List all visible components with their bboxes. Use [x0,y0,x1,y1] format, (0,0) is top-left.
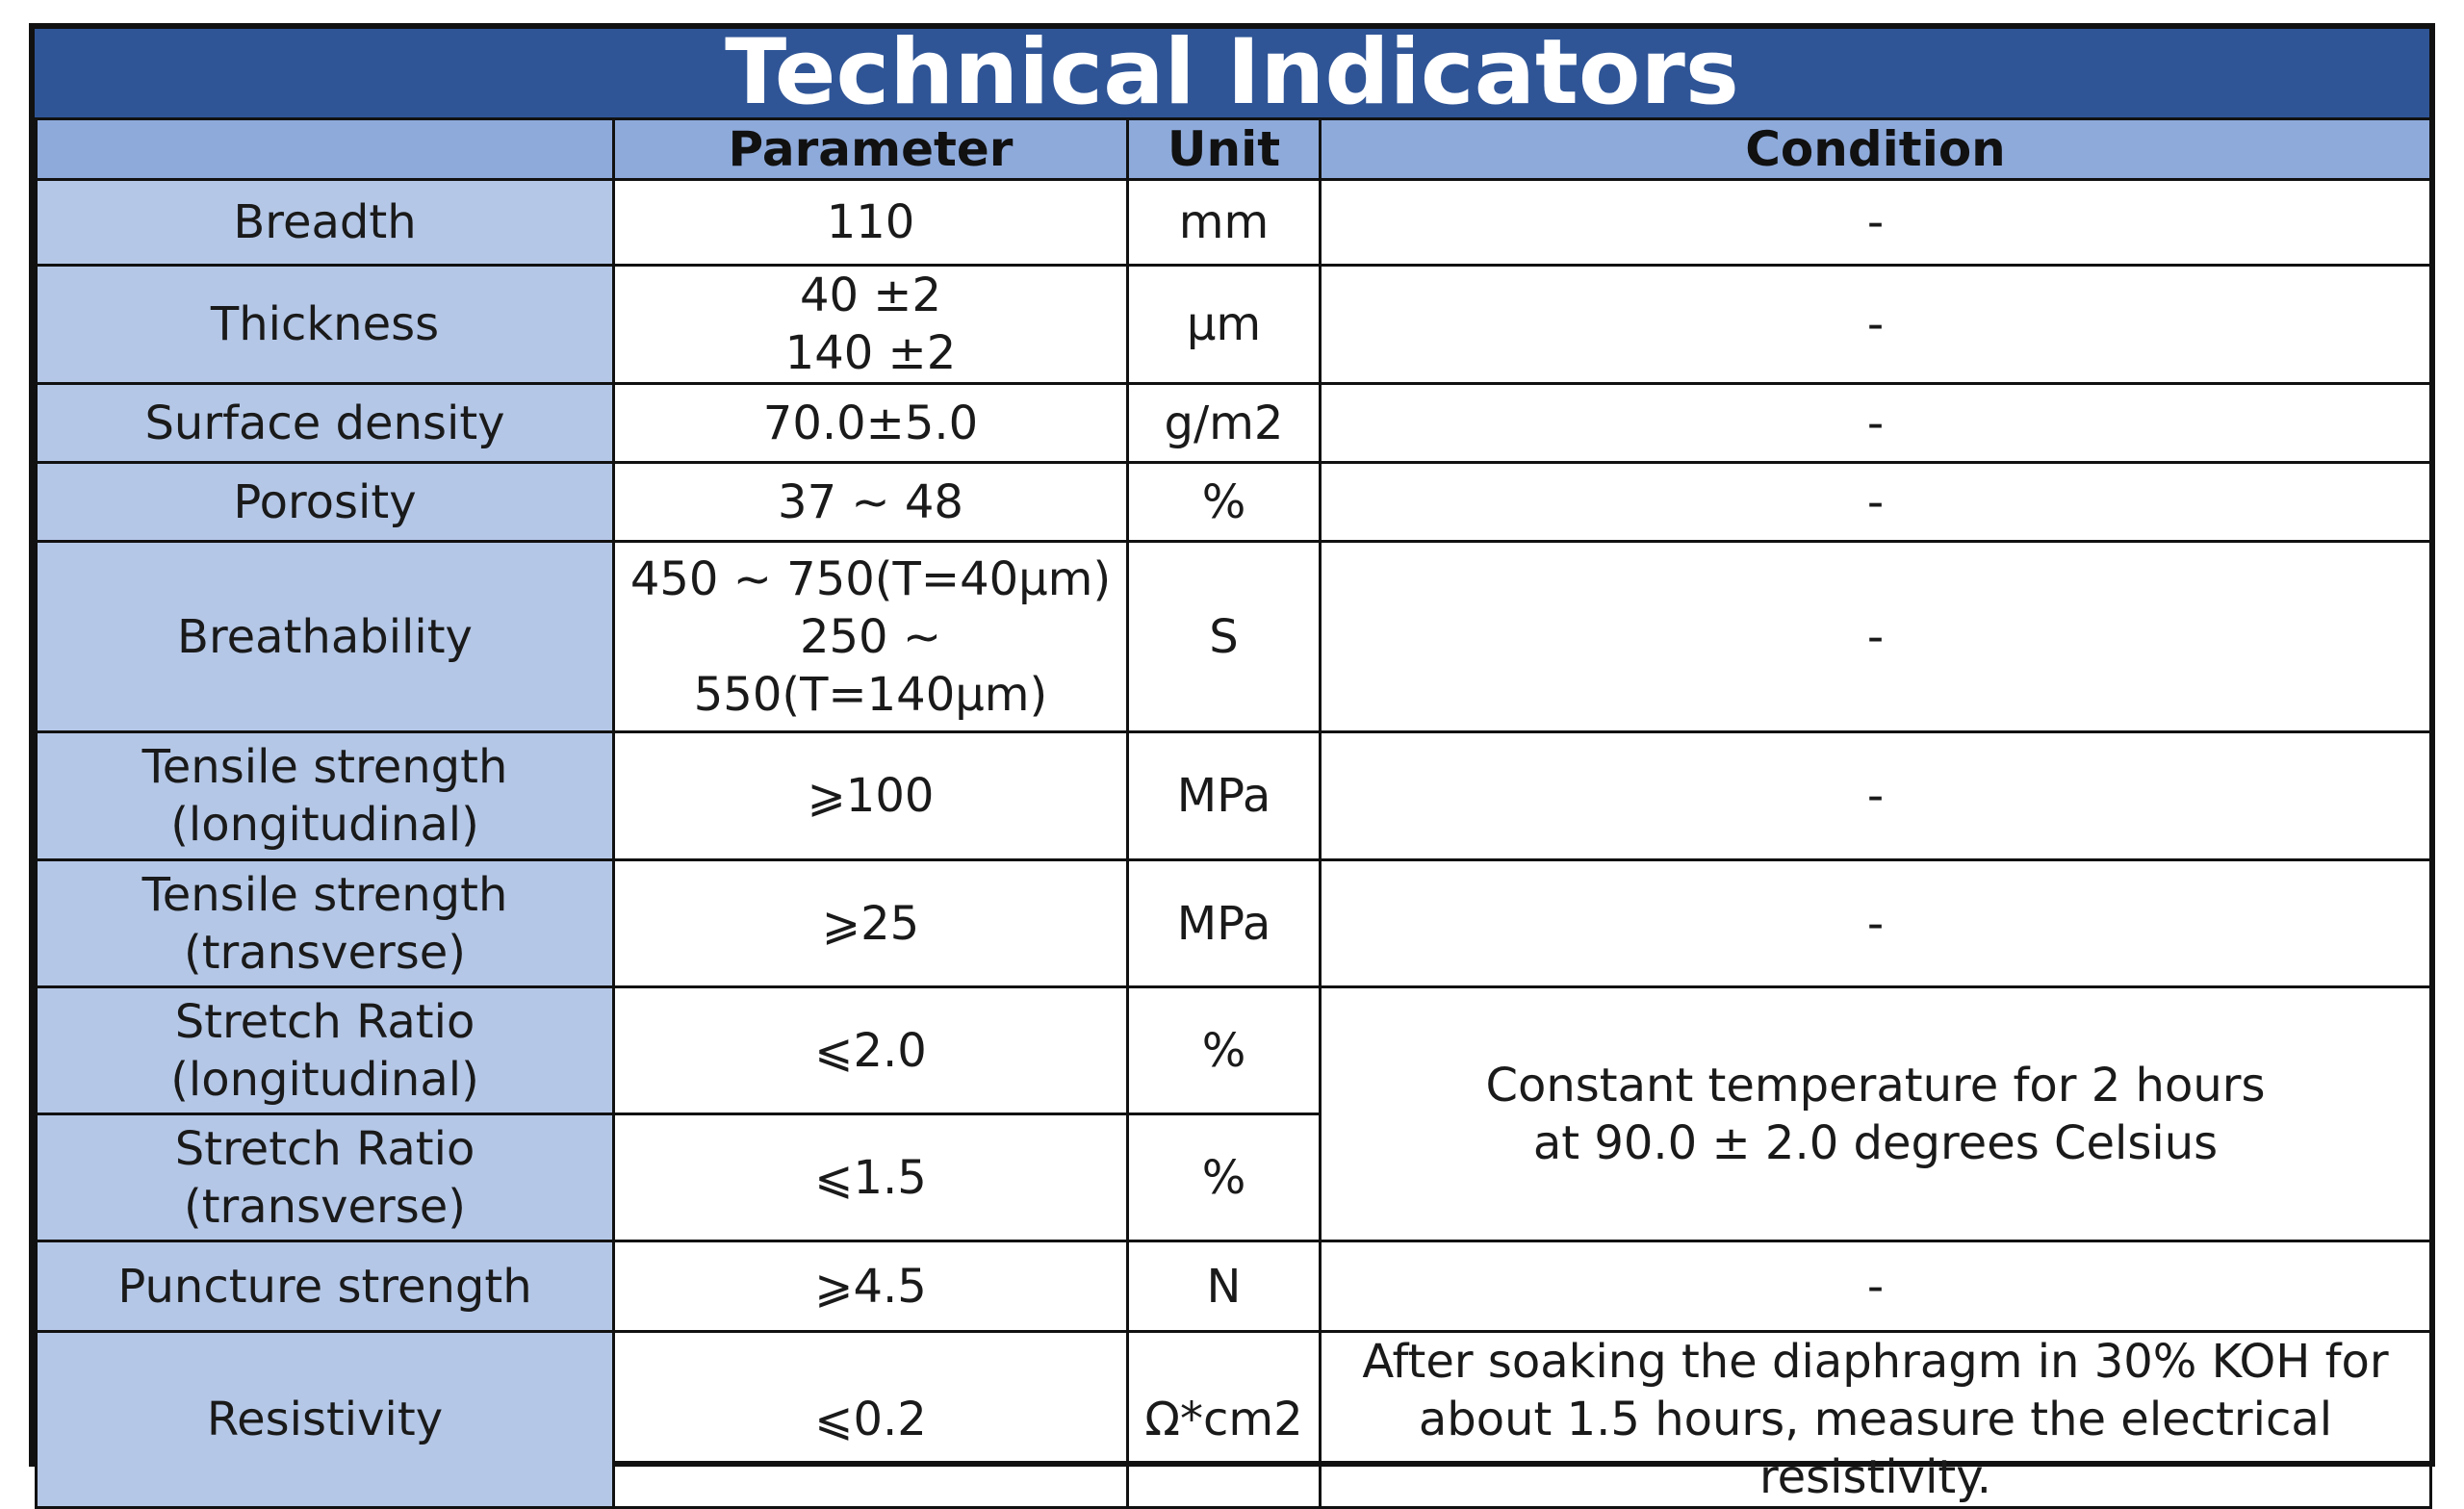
unit-cell: g/m2 [1126,382,1322,464]
row-label: Porosity [35,461,615,543]
row-label: Thickness [35,264,615,385]
header-unit: Unit [1126,117,1322,181]
unit-cell: μm [1126,264,1322,385]
condition-cell-merged: Constant temperature for 2 hours at 90.0… [1319,985,2432,1242]
table-row: Puncture strength ⩾4.5 N - [35,1240,2432,1333]
unit-cell: MPa [1126,858,1322,988]
row-label: Tensile strength (transverse) [35,858,615,988]
table-row: Porosity 37 ~ 48 % - [35,461,2432,543]
table-row: Stretch Ratio (longitudinal) ⩽2.0 % Cons… [35,985,2432,1242]
table-row: Tensile strength (transverse) ⩾25 MPa - [35,858,2432,988]
table-body: Parameter Unit Condition Breadth 110 mm … [35,117,2432,1509]
header-condition: Condition [1319,117,2432,181]
parameter-cell: ⩽2.0 [612,985,1129,1115]
row-label: Surface density [35,382,615,464]
unit-cell: % [1126,1113,1322,1242]
parameter-cell: ⩾4.5 [612,1240,1129,1333]
table-row: Tensile strength (longitudinal) ⩾100 MPa… [35,730,2432,861]
condition-cell: - [1319,382,2432,464]
table-row: Surface density 70.0±5.0 g/m2 - [35,382,2432,464]
table-row: Resistivity ⩽0.2 Ω*cm2 After soaking the… [35,1330,2432,1509]
unit-cell: mm [1126,178,1322,267]
parameter-cell: 450 ~ 750(T=40μm) 250 ~ 550(T=140μm) [612,540,1129,733]
table-row: Breadth 110 mm - [35,178,2432,267]
header-blank [35,117,615,181]
row-label: Breadth [35,178,615,267]
table-row: Breathability 450 ~ 750(T=40μm) 250 ~ 55… [35,540,2432,733]
parameter-cell: 70.0±5.0 [612,382,1129,464]
unit-cell: Ω*cm2 [1126,1330,1322,1509]
unit-cell: % [1126,985,1322,1115]
condition-cell: - [1319,540,2432,733]
unit-cell: S [1126,540,1322,733]
parameter-cell: ⩽1.5 [612,1113,1129,1242]
condition-cell: - [1319,858,2432,988]
technical-indicators-table-frame: Technical Indicators Parameter Unit Cond… [29,23,2435,1509]
condition-cell: - [1319,264,2432,385]
parameter-cell: ⩾100 [612,730,1129,861]
table-title: Technical Indicators [35,29,2429,117]
row-label: Resistivity [35,1330,615,1509]
parameter-cell: ⩾25 [612,858,1129,988]
condition-cell: - [1319,178,2432,267]
unit-cell: MPa [1126,730,1322,861]
table-row: Thickness 40 ±2 140 ±2 μm - [35,264,2432,385]
condition-cell: After soaking the diaphragm in 30% KOH f… [1319,1330,2432,1509]
table-row: Stretch Ratio (transverse) ⩽1.5 % [35,1113,2431,1242]
row-label: Breathability [35,540,615,733]
parameter-cell: 37 ~ 48 [612,461,1129,543]
condition-cell: - [1319,730,2432,861]
row-label: Stretch Ratio (transverse) [35,1113,615,1242]
condition-cell: - [1319,1240,2432,1333]
condition-cell: - [1319,461,2432,543]
row-label: Tensile strength (longitudinal) [35,730,615,861]
header-row: Parameter Unit Condition [35,117,2432,181]
unit-cell: N [1126,1240,1322,1333]
parameter-cell: 110 [612,178,1129,267]
parameter-cell: ⩽0.2 [612,1330,1129,1509]
row-label: Puncture strength [35,1240,615,1333]
parameter-cell: 40 ±2 140 ±2 [612,264,1129,385]
row-label: Stretch Ratio (longitudinal) [35,985,615,1115]
unit-cell: % [1126,461,1322,543]
header-parameter: Parameter [612,117,1129,181]
technical-indicators-table: Parameter Unit Condition Breadth 110 mm … [35,117,2432,1509]
